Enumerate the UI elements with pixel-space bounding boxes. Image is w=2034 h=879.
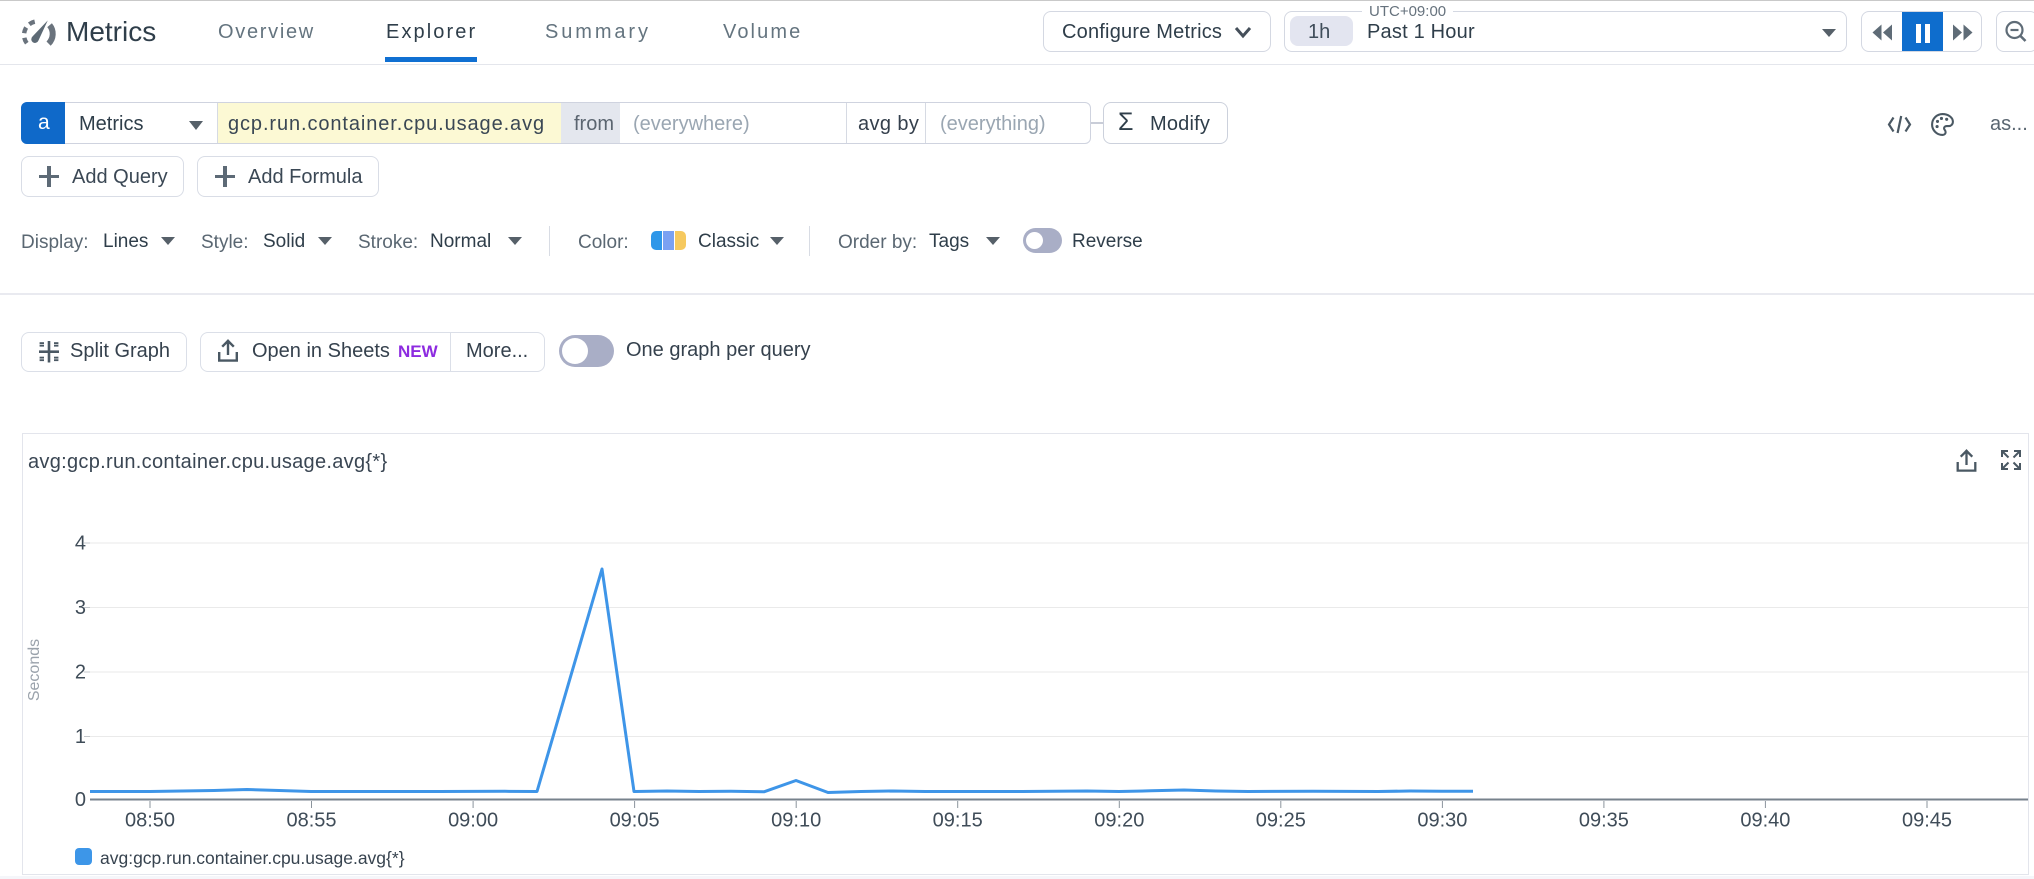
svg-text:08:55: 08:55 (286, 810, 336, 832)
svg-text:0: 0 (75, 789, 86, 811)
svg-text:Seconds: Seconds (26, 639, 43, 701)
svg-text:3: 3 (75, 597, 86, 619)
svg-text:09:05: 09:05 (610, 810, 660, 832)
svg-text:09:40: 09:40 (1740, 810, 1790, 832)
svg-text:4: 4 (75, 533, 86, 555)
svg-text:09:35: 09:35 (1579, 810, 1629, 832)
svg-text:09:10: 09:10 (771, 810, 821, 832)
svg-text:09:30: 09:30 (1417, 810, 1467, 832)
svg-text:09:25: 09:25 (1256, 810, 1306, 832)
svg-text:08:50: 08:50 (125, 810, 175, 832)
svg-text:09:45: 09:45 (1902, 810, 1952, 832)
svg-text:09:00: 09:00 (448, 810, 498, 832)
svg-text:09:15: 09:15 (933, 810, 983, 832)
svg-text:1: 1 (75, 726, 86, 748)
svg-text:09:20: 09:20 (1094, 810, 1144, 832)
svg-text:2: 2 (75, 662, 86, 684)
